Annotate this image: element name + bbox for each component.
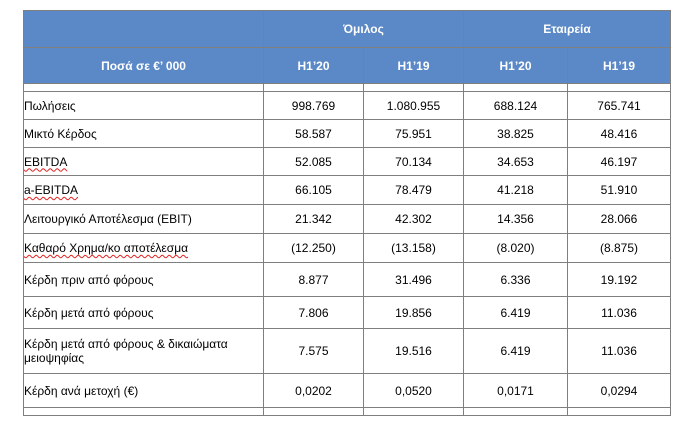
value-cell: 42.302 [363,204,464,234]
table-row: Λειτουργικό Αποτέλεσμα (EBIT) 21.342 42.… [23,204,671,234]
value-cell: 0,0294 [567,373,671,408]
value-cell: 6.419 [463,296,568,329]
row-label: Καθαρό Χρημα/κο αποτέλεσμα [23,233,264,263]
row-label: Πωλήσεις [23,91,264,120]
table-row: EBITDA 52.085 70.134 34.653 46.197 [23,147,671,176]
table-row: Πωλήσεις 998.769 1.080.955 688.124 765.7… [23,91,671,120]
period-header: H1’20 [263,47,364,84]
row-label: Κέρδη πριν από φόρους [23,262,264,297]
value-cell: (13.158) [363,233,464,263]
value-cell: 19.856 [363,296,464,329]
row-label: Κέρδη μετά από φόρους [23,296,264,329]
value-cell: (8.875) [567,233,671,263]
value-cell: 70.134 [363,147,464,176]
value-cell: 688.124 [463,91,568,120]
financial-table: Όμιλος Εταιρεία Ποσά σε €’ 000 H1’20 H1’… [23,10,671,416]
row-label: EBITDA [23,147,264,176]
row-label-text: a-EBITDA [24,183,79,197]
row-label-text: Καθαρό Χρημα/κο αποτέλεσμα [24,241,189,255]
value-cell: 75.951 [363,119,464,148]
group-header: Όμιλος [263,10,464,48]
value-cell: 52.085 [263,147,364,176]
value-cell: 11.036 [567,296,671,329]
value-cell: 34.653 [463,147,568,176]
value-cell: 38.825 [463,119,568,148]
period-header: H1’19 [567,47,671,84]
value-cell: (12.250) [263,233,364,263]
value-cell: 48.416 [567,119,671,148]
value-cell: 51.910 [567,175,671,205]
value-cell: 28.066 [567,204,671,234]
table-row: a-EBITDA 66.105 78.479 41.218 51.910 [23,175,671,205]
header-row-periods: Ποσά σε €’ 000 H1’20 H1’19 H1’20 H1’19 [23,47,671,84]
value-cell: 41.218 [463,175,568,205]
spacer-row [23,407,671,416]
value-cell: 19.516 [363,328,464,374]
spacer-row [23,83,671,92]
value-cell: 8.877 [263,262,364,297]
value-cell: 1.080.955 [363,91,464,120]
value-cell: 46.197 [567,147,671,176]
table-row: Κέρδη μετά από φόρους & δικαιώματα μειοψ… [23,328,671,374]
value-cell: 21.342 [263,204,364,234]
header-row-top: Όμιλος Εταιρεία [23,10,671,48]
value-cell: 765.741 [567,91,671,120]
row-label: Κέρδη μετά από φόρους & δικαιώματα μειοψ… [23,328,264,374]
value-cell: 14.356 [463,204,568,234]
value-cell: 7.806 [263,296,364,329]
value-cell: 19.192 [567,262,671,297]
table-row: Κέρδη πριν από φόρους 8.877 31.496 6.336… [23,262,671,297]
value-cell: 6.419 [463,328,568,374]
header-blank-cell [23,10,264,48]
value-cell: 66.105 [263,175,364,205]
value-cell: 78.479 [363,175,464,205]
row-label-text: EBITDA [24,154,68,169]
value-cell: 31.496 [363,262,464,297]
company-header: Εταιρεία [463,10,671,48]
value-cell: 998.769 [263,91,364,120]
value-cell: 0,0171 [463,373,568,408]
table-row: Μικτό Κέρδος 58.587 75.951 38.825 48.416 [23,119,671,148]
amount-label: Ποσά σε €’ 000 [23,47,264,84]
value-cell: 58.587 [263,119,364,148]
table-row: Καθαρό Χρημα/κο αποτέλεσμα (12.250) (13.… [23,233,671,263]
period-header: H1’19 [363,47,464,84]
value-cell: 11.036 [567,328,671,374]
value-cell: 0,0202 [263,373,364,408]
row-label: a-EBITDA [23,175,264,205]
value-cell: 0,0520 [363,373,464,408]
table-row: Κέρδη μετά από φόρους 7.806 19.856 6.419… [23,296,671,329]
table-row: Κέρδη ανά μετοχή (€) 0,0202 0,0520 0,017… [23,373,671,408]
row-label: Λειτουργικό Αποτέλεσμα (EBIT) [23,204,264,234]
value-cell: (8.020) [463,233,568,263]
value-cell: 7.575 [263,328,364,374]
row-label: Μικτό Κέρδος [23,119,264,148]
row-label: Κέρδη ανά μετοχή (€) [23,373,264,408]
period-header: H1’20 [463,47,568,84]
value-cell: 6.336 [463,262,568,297]
